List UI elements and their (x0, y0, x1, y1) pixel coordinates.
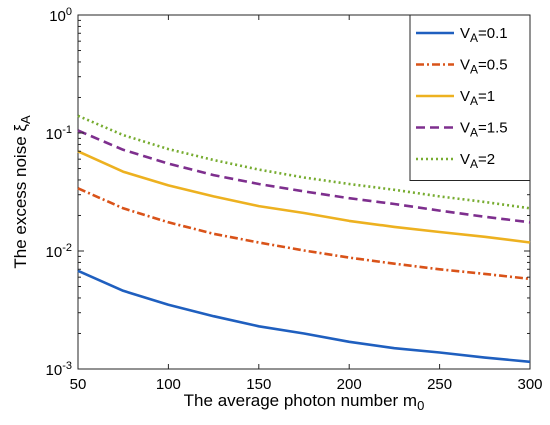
y-tick-label: 10-2 (46, 242, 72, 261)
x-tick-label: 250 (427, 376, 452, 393)
legend-label-subscript: A (470, 157, 478, 171)
legend-label: VA=2 (460, 151, 495, 171)
legend-label-base: V (460, 151, 470, 168)
legend-label-base: V (460, 57, 470, 74)
y-tick-label-base: 10 (46, 244, 63, 261)
legend-label-value: =1.5 (478, 120, 508, 137)
x-axis-label-main: The average photon number m (184, 391, 417, 410)
y-tick-label-exponent: 0 (66, 6, 72, 18)
legend-label: VA=0.1 (460, 25, 508, 45)
series-layer (77, 114, 531, 364)
y-tick-label-base: 10 (46, 126, 63, 143)
legend-label-value: =0.5 (478, 57, 508, 74)
legend-label-subscript: A (470, 31, 478, 45)
x-tick-label: 50 (70, 376, 87, 393)
y-tick-label: 100 (49, 6, 72, 25)
legend-label-value: =1 (478, 88, 495, 105)
series-line (77, 187, 531, 281)
series-line (77, 269, 531, 364)
legend-label: VA=1.5 (460, 120, 508, 140)
x-tick-label: 300 (517, 376, 542, 393)
legend-label-base: V (460, 120, 470, 137)
legend-label-subscript: A (470, 125, 478, 139)
x-tick-label: 200 (337, 376, 362, 393)
y-tick-label: 10-1 (46, 124, 72, 143)
legend: VA=0.1VA=0.5VA=1VA=1.5VA=2 (409, 14, 531, 181)
legend-label: VA=0.5 (460, 57, 508, 77)
x-axis-ticks: 50 100 150 200 250 300 (70, 15, 543, 393)
legend-label-value: =2 (478, 151, 495, 168)
y-tick-label-exponent: -3 (62, 360, 72, 372)
y-axis-label-main: The excess noise ξ (11, 124, 30, 269)
y-axis-label-subscript: A (18, 115, 33, 124)
y-tick-label-exponent: -1 (62, 124, 72, 136)
legend-label-base: V (460, 25, 470, 42)
y-tick-label-exponent: -2 (62, 242, 72, 254)
y-tick-label-base: 10 (49, 8, 66, 25)
x-tick-label: 100 (156, 376, 181, 393)
legend-box (409, 14, 531, 181)
legend-label-base: V (460, 88, 470, 105)
y-tick-label: 10-3 (46, 360, 72, 379)
y-axis-label: The excess noise ξA (11, 115, 33, 269)
series-line (77, 114, 531, 210)
x-axis-label: The average photon number m0 (184, 391, 425, 413)
legend-label-value: =0.1 (478, 25, 508, 42)
y-tick-label-base: 10 (46, 362, 63, 379)
x-tick-label: 150 (246, 376, 271, 393)
legend-label-subscript: A (470, 62, 478, 76)
series-line (77, 150, 531, 244)
legend-label-subscript: A (470, 94, 478, 108)
legend-label: VA=1 (460, 88, 495, 108)
x-axis-label-subscript: 0 (417, 398, 424, 413)
